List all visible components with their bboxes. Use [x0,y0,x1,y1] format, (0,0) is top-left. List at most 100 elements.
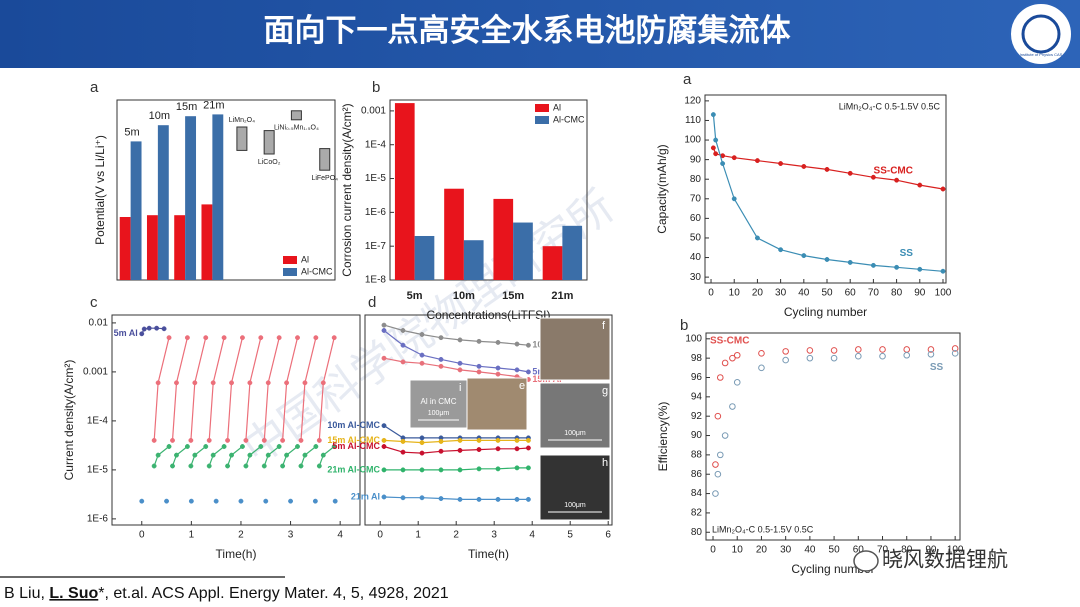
x-tick-label: 4 [337,530,343,541]
y-tick-label: 0.001 [361,106,386,117]
point [940,186,946,192]
reference-label: LiNi₀.₅Mn₁.₅O₄ [274,125,319,132]
point [847,259,853,265]
point [261,463,267,469]
point [265,380,271,386]
citation-part: *, et.al. ACS Appl. Energy Mater. 4, 5, … [98,585,449,602]
y-tick-label: 90 [690,154,702,165]
point [400,495,406,501]
point [221,444,227,449]
y-tick-label: 92 [691,411,703,422]
legend-swatch [535,104,549,112]
x-tick-label: 100 [947,545,964,556]
point [940,268,946,274]
category-label: 5m [407,290,423,302]
series-label: SS [900,248,914,259]
y-tick-label: 1E-8 [365,275,387,286]
bar [562,225,583,280]
bar [444,188,464,280]
point [155,452,161,458]
point [758,364,765,372]
citation-part: B Liu, [4,585,49,602]
point [188,463,194,469]
point [400,342,406,348]
x-tick-label: 90 [914,288,926,299]
legend-label: Al [553,102,561,112]
point [495,339,501,345]
point [476,466,482,472]
bar [212,114,224,281]
point [457,447,463,453]
x-axis-label: Cycling number [784,305,867,319]
x-tick-label: 40 [798,288,810,299]
y-tick-label: 110 [685,115,701,126]
point [381,355,387,361]
point [714,470,722,478]
point [476,447,482,453]
y-axis-label: Capacity(mAh/g) [655,144,669,233]
point [830,347,838,354]
scale-label: 100μm [564,430,586,437]
x-tick-label: 60 [853,545,865,556]
logo [1009,2,1073,66]
y-tick-label: 0.01 [89,318,109,329]
point [438,467,444,473]
point [729,403,736,410]
point [400,467,406,473]
x-tick-label: 20 [752,288,764,299]
point [155,380,161,386]
point [457,367,463,373]
point [917,266,923,272]
point [514,437,520,443]
bar [513,222,533,280]
point [476,437,482,443]
point [280,437,286,443]
inset-label: e [519,380,525,392]
series-label: SS-CMC [874,166,913,177]
point [203,335,209,341]
point [381,423,387,429]
point [139,498,145,504]
point [225,437,231,443]
point [419,360,425,366]
x-tick-label: 90 [925,545,937,556]
series-label: 15m Al-CMC [327,435,380,445]
bar [157,125,169,280]
y-tick-label: 1E-6 [87,514,109,525]
x-tick-label: 60 [845,288,857,299]
point [320,380,326,386]
point [381,328,387,333]
point [247,380,253,386]
y-tick-label: 120 [684,96,701,107]
point [731,155,737,161]
category-label: 21m [551,290,573,302]
plot-frame [116,99,336,281]
point [419,440,425,446]
point [184,444,190,449]
point [525,437,531,443]
point [457,496,463,502]
series-label: 10m Al-CMC [327,420,380,430]
y-tick-label: 0.001 [83,367,108,378]
scale-label: 100μm [564,502,586,509]
y-tick-label: 98 [691,353,703,364]
reference-label: LiCoO₂ [258,159,281,166]
x-tick-label: 4 [529,530,535,541]
point [225,463,231,469]
bar [463,240,484,280]
point [457,337,463,343]
point [258,335,264,341]
inset-image [466,377,528,431]
point [855,352,862,360]
scale-label: 100μm [428,410,450,417]
bar [414,235,435,280]
inset-image [539,382,611,449]
point [710,145,716,151]
x-tick-label: 30 [780,545,792,556]
point [894,177,900,183]
point [284,452,290,458]
point [284,380,290,386]
x-axis-label: Time(h) [216,547,257,561]
inset-label: g [602,385,608,397]
point [870,174,876,180]
